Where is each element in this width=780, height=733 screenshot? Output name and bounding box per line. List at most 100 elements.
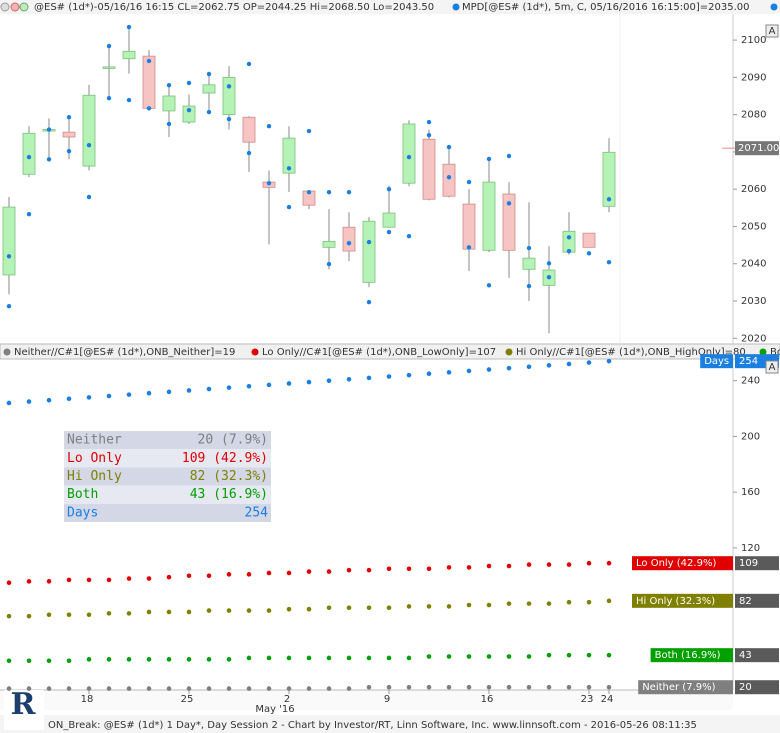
count-dot (366, 605, 372, 611)
count-dot (46, 397, 52, 403)
y-tick-label: 2060 (741, 184, 766, 195)
count-dot (46, 658, 52, 664)
count-dot (326, 686, 332, 691)
table-name: Lo Only (67, 451, 122, 466)
autoscale-label[interactable]: A (769, 362, 776, 373)
count-dot (326, 605, 332, 611)
count-dot (346, 376, 352, 382)
candle-body (62, 131, 76, 138)
count-dot (606, 684, 612, 690)
candle-body (422, 138, 436, 200)
mpd-dot (546, 261, 552, 266)
count-dot (266, 686, 272, 691)
mpd-dot (206, 109, 212, 115)
count-dot (226, 657, 232, 662)
count-dot (106, 657, 112, 662)
month-label: May '16 (255, 704, 294, 715)
count-dot (66, 396, 72, 402)
end-label: Hi Only (32.3%) (636, 596, 715, 607)
mpd-dot (446, 144, 452, 150)
mpd-dot (526, 283, 532, 289)
y-tick-label: 240 (741, 376, 760, 387)
window-icon[interactable] (19, 2, 29, 12)
count-dot (566, 684, 572, 690)
candle-body (522, 257, 536, 270)
count-dot (546, 363, 552, 368)
table-name: Both (67, 487, 98, 502)
mpd-dot (386, 186, 392, 192)
table-row (64, 503, 271, 522)
mpd-dot (406, 233, 412, 239)
count-dot (166, 657, 172, 662)
mpd-dot (486, 283, 492, 288)
count-dot (306, 379, 312, 385)
count-dot (286, 381, 292, 386)
mpd-dot (346, 189, 352, 195)
window-icon[interactable] (0, 2, 10, 12)
end-label-box (632, 556, 733, 571)
count-dot (6, 580, 12, 586)
count-dot (386, 605, 392, 611)
mpd-dot (566, 235, 572, 240)
count-dot (426, 604, 432, 609)
count-dot (46, 579, 52, 584)
count-dot (186, 573, 192, 579)
mpd-dot (106, 43, 112, 49)
count-dot (466, 565, 472, 570)
count-dot (126, 576, 132, 581)
mpd-dot (426, 132, 432, 138)
end-value-box (735, 680, 779, 695)
count-dot (6, 613, 12, 619)
count-dot (486, 602, 492, 608)
end-value: 109 (739, 558, 758, 569)
count-dot (586, 684, 592, 690)
mpd-dot (466, 245, 472, 250)
mpd-dot (226, 84, 232, 89)
count-dot (526, 364, 532, 370)
count-dot (346, 686, 352, 691)
y-tick-label: 120 (741, 543, 760, 554)
window-icon[interactable] (10, 2, 20, 12)
mpd-dot (306, 128, 312, 134)
count-dot (546, 562, 552, 567)
autoscale-label[interactable]: A (769, 26, 776, 37)
count-dot (526, 654, 532, 659)
count-dot (266, 382, 272, 388)
count-dot (166, 686, 172, 691)
x-tick-label: 25 (181, 694, 194, 705)
count-dot (226, 572, 232, 577)
x-tick-label: 9 (384, 694, 390, 705)
mpd-dot (546, 274, 552, 280)
footer-bar (0, 715, 780, 733)
count-dot (266, 570, 272, 576)
x-axis-band (0, 690, 733, 710)
count-dot (586, 360, 592, 365)
mpd-dot (46, 157, 52, 162)
end-value: 82 (739, 596, 752, 607)
mpd-dot (406, 154, 412, 160)
mpd-dot (606, 260, 612, 265)
end-label-box (650, 648, 733, 663)
count-dot (206, 608, 212, 613)
candle-body (102, 66, 116, 69)
count-dot (66, 686, 72, 691)
mpd-dot (166, 121, 172, 127)
candle-body (602, 151, 616, 207)
y-tick-label: 160 (741, 487, 760, 498)
mpd-dot (486, 156, 492, 162)
legend-label: Both//C (770, 347, 780, 358)
autoscale-button[interactable] (765, 360, 779, 374)
mpd-dot (466, 179, 472, 185)
y-tick-label: 2090 (741, 72, 766, 83)
legend-label: Neither//C#1[@ES# (1d*),ONB_Neither]=19 (14, 347, 235, 358)
mpd-dot (426, 119, 432, 125)
end-label: Lo Only (42.9%) (636, 558, 716, 569)
candle-body (342, 226, 356, 252)
autoscale-button[interactable] (765, 24, 779, 38)
mpd-dot (266, 181, 272, 186)
count-dot (386, 566, 392, 572)
end-label: Both (16.9%) (655, 650, 721, 661)
count-dot (446, 684, 452, 690)
candle-body (202, 84, 216, 94)
count-dot (506, 684, 512, 690)
